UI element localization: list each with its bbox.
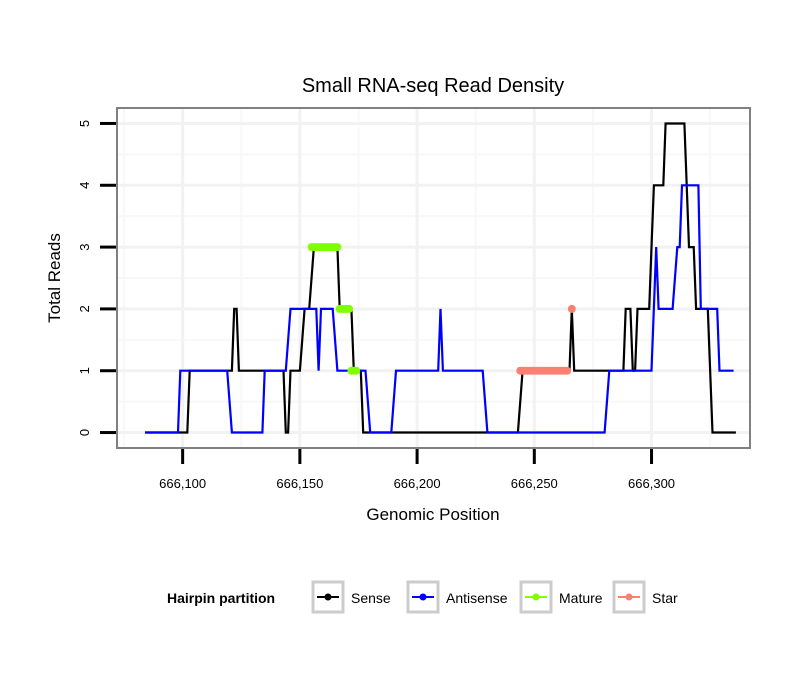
- legend-key-point: [625, 593, 633, 601]
- x-tick-label: 666,200: [394, 476, 441, 491]
- legend: Hairpin partition Sense Antisense Mature St…: [167, 580, 678, 614]
- y-tick-label: 2: [77, 305, 92, 312]
- legend-title: Hairpin partition: [167, 590, 275, 606]
- y-axis-title: Total Reads: [45, 233, 64, 323]
- data-point-star: [567, 304, 576, 313]
- legend-label-antisense: Antisense: [446, 590, 508, 606]
- data-point-mature: [333, 243, 342, 252]
- legend-label-star: Star: [652, 590, 678, 606]
- y-tick-label: 4: [77, 182, 92, 189]
- series-line-sense: [145, 122, 736, 434]
- x-tick-label: 666,300: [628, 476, 675, 491]
- chart-title: Small RNA-seq Read Density: [302, 75, 564, 97]
- x-tick-label: 666,150: [276, 476, 323, 491]
- series-layer: [145, 122, 736, 434]
- legend-key-point: [419, 593, 427, 601]
- legend-label-sense: Sense: [351, 590, 391, 606]
- legend-label-mature: Mature: [559, 590, 603, 606]
- data-point-mature: [352, 366, 361, 375]
- y-tick-label: 3: [77, 243, 92, 250]
- x-axis: 666,100 666,150 666,200 666,250 666,300: [159, 449, 675, 491]
- y-axis: 0 1 2 3 4 5: [77, 120, 116, 436]
- data-point-mature: [345, 304, 354, 313]
- data-point-star: [563, 366, 572, 375]
- y-tick-label: 5: [77, 120, 92, 127]
- y-tick-label: 1: [77, 367, 92, 374]
- x-tick-label: 666,250: [511, 476, 558, 491]
- x-axis-title: Genomic Position: [366, 505, 499, 524]
- series-line-antisense: [145, 184, 734, 434]
- legend-key-point: [532, 593, 540, 601]
- x-tick-label: 666,100: [159, 476, 206, 491]
- y-tick-label: 0: [77, 429, 92, 436]
- grid-lines: [118, 109, 749, 447]
- legend-key-point: [324, 593, 332, 601]
